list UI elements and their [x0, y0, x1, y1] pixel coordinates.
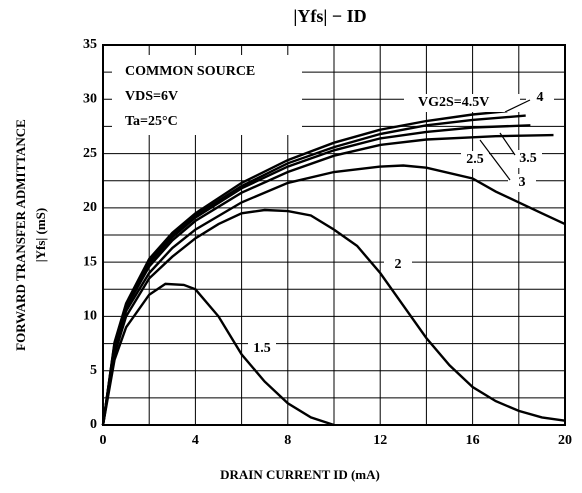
x-tick-label: 8 [284, 433, 291, 448]
leader [504, 99, 531, 113]
y-tick-label: 20 [83, 200, 97, 215]
series-label: 1.5 [253, 341, 271, 356]
line-series [101, 110, 508, 426]
line-series [101, 208, 566, 426]
label-bg [508, 174, 536, 192]
x-tick-label: 0 [100, 433, 107, 448]
x-tick-label: 16 [466, 433, 480, 448]
line-series [101, 164, 566, 426]
series-label: 3.5 [519, 151, 537, 166]
label-bg [248, 340, 276, 358]
annotation: Ta=25°C [125, 114, 178, 129]
y-tick-label: 10 [83, 309, 97, 324]
annotation: VDS=6V [125, 89, 178, 104]
line-series [101, 282, 335, 427]
y-tick-label: 25 [83, 146, 97, 161]
series-label: 4 [537, 90, 544, 105]
leader [479, 139, 511, 181]
series-label: VG2S=4.5V [418, 95, 489, 110]
y-axis-label: |Yfs| (mS) [33, 208, 48, 262]
x-tick-label: 12 [373, 433, 387, 448]
label-bg [514, 150, 542, 168]
chart-title: |Yfs| − ID [293, 6, 366, 26]
y-tick-label: 15 [83, 254, 97, 269]
series-label: 2 [395, 257, 402, 272]
y-tick-label: 30 [83, 92, 97, 107]
leader [499, 132, 516, 156]
annotation: COMMON SOURCE [125, 64, 255, 79]
y-tick-label: 35 [83, 37, 97, 52]
y-tick-label: 0 [90, 417, 97, 432]
y-axis-label: FORWARD TRANSFER ADMITTANCE [13, 119, 28, 351]
line-series [101, 133, 554, 426]
label-bg [526, 89, 554, 107]
label-bg [384, 256, 412, 274]
x-tick-label: 20 [558, 433, 572, 448]
annotation-box [112, 55, 302, 135]
y-tick-label: 5 [90, 363, 97, 378]
x-axis-label: DRAIN CURRENT ID (mA) [220, 467, 380, 482]
series-label: 3 [519, 175, 526, 190]
x-tick-label: 4 [192, 433, 199, 448]
label-bg [461, 151, 489, 169]
series-label: 2.5 [466, 152, 484, 167]
label-bg [404, 94, 520, 112]
